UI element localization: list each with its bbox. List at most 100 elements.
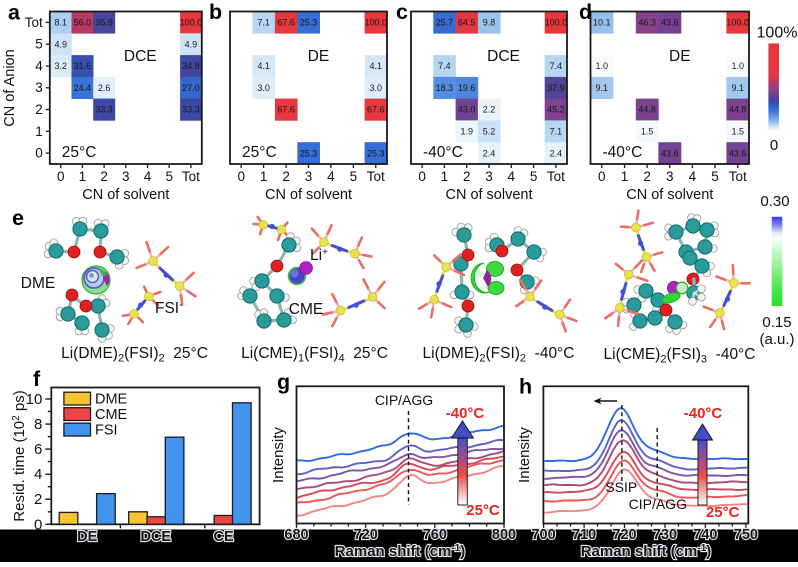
svg-text:4: 4 <box>327 169 335 184</box>
svg-text:5: 5 <box>165 169 173 184</box>
svg-text:19.6: 19.6 <box>458 83 476 93</box>
svg-text:DME: DME <box>95 392 128 408</box>
svg-text:4.1: 4.1 <box>370 61 383 71</box>
svg-text:2: 2 <box>643 169 651 184</box>
svg-text:-40°C: -40°C <box>603 144 643 161</box>
svg-text:2: 2 <box>35 102 43 117</box>
svg-text:3.0: 3.0 <box>257 83 270 93</box>
svg-text:DE: DE <box>669 48 691 65</box>
svg-text:b: b <box>209 0 222 24</box>
svg-text:1.5: 1.5 <box>641 127 654 137</box>
svg-text:Li(CME)2(FSI)3 -40°C: Li(CME)2(FSI)3 -40°C <box>604 346 756 366</box>
svg-text:34.8: 34.8 <box>182 61 200 71</box>
svg-text:h: h <box>519 375 532 399</box>
svg-text:Tot: Tot <box>25 15 43 30</box>
svg-text:8: 8 <box>34 416 42 433</box>
svg-text:3: 3 <box>485 169 493 184</box>
svg-text:e: e <box>12 206 24 230</box>
svg-text:5: 5 <box>35 37 43 52</box>
svg-text:10: 10 <box>26 391 43 408</box>
svg-text:Li(CME)1(FSI)4 25°C: Li(CME)1(FSI)4 25°C <box>241 345 388 365</box>
svg-text:CME: CME <box>289 301 323 318</box>
svg-text:2: 2 <box>100 169 108 184</box>
svg-text:4.1: 4.1 <box>257 61 270 71</box>
svg-text:Tot: Tot <box>729 169 747 184</box>
svg-text:680: 680 <box>284 527 308 543</box>
svg-text:1: 1 <box>260 169 268 184</box>
svg-text:4: 4 <box>34 466 42 483</box>
svg-text:18.3: 18.3 <box>436 83 454 93</box>
svg-text:7.4: 7.4 <box>550 61 563 71</box>
svg-text:740: 740 <box>693 527 717 543</box>
svg-text:8.1: 8.1 <box>54 18 67 28</box>
svg-text:Tot: Tot <box>367 169 385 184</box>
svg-text:CME: CME <box>95 407 128 423</box>
svg-text:10.1: 10.1 <box>593 18 611 28</box>
svg-text:35.9: 35.9 <box>95 18 113 28</box>
svg-text:56.0: 56.0 <box>74 18 92 28</box>
svg-text:CIP/AGG: CIP/AGG <box>629 496 687 512</box>
svg-text:f: f <box>33 367 41 391</box>
svg-text:Intensity: Intensity <box>516 427 533 483</box>
svg-text:710: 710 <box>572 527 596 543</box>
svg-text:25°C: 25°C <box>62 144 97 161</box>
svg-text:1.5: 1.5 <box>731 127 744 137</box>
svg-text:CN of solvent: CN of solvent <box>82 187 169 203</box>
svg-text:0: 0 <box>35 146 43 161</box>
svg-text:3.2: 3.2 <box>54 61 67 71</box>
svg-text:2: 2 <box>463 169 471 184</box>
svg-text:5: 5 <box>350 169 358 184</box>
svg-text:27.0: 27.0 <box>182 83 200 93</box>
svg-text:CIP/AGG: CIP/AGG <box>375 392 433 408</box>
svg-text:CN of Anion: CN of Anion <box>2 49 18 126</box>
svg-text:100.0: 100.0 <box>365 18 388 28</box>
svg-text:720: 720 <box>354 527 378 543</box>
svg-text:0.30: 0.30 <box>760 193 789 210</box>
svg-text:-40°C: -40°C <box>423 144 463 161</box>
svg-text:1.9: 1.9 <box>460 127 473 137</box>
svg-text:3: 3 <box>666 169 674 184</box>
svg-text:700: 700 <box>531 527 555 543</box>
svg-text:c: c <box>396 0 408 24</box>
svg-text:Li(DME)2(FSI)2 -40°C: Li(DME)2(FSI)2 -40°C <box>423 345 575 365</box>
svg-text:46.3: 46.3 <box>638 18 656 28</box>
svg-text:5.2: 5.2 <box>483 127 496 137</box>
svg-text:FSI-: FSI- <box>155 300 182 317</box>
svg-text:4: 4 <box>35 59 43 74</box>
svg-text:1: 1 <box>441 169 449 184</box>
svg-text:1: 1 <box>621 169 629 184</box>
svg-text:CN of solvent: CN of solvent <box>626 187 713 203</box>
svg-text:0: 0 <box>34 516 42 533</box>
svg-text:0: 0 <box>57 169 65 184</box>
svg-text:4: 4 <box>144 169 152 184</box>
svg-text:730: 730 <box>653 527 677 543</box>
svg-text:64.5: 64.5 <box>458 18 476 28</box>
svg-text:43.6: 43.6 <box>661 148 679 158</box>
svg-text:Raman shift (cm-1): Raman shift (cm-1) <box>581 543 712 560</box>
svg-text:25.3: 25.3 <box>300 18 318 28</box>
svg-text:9.1: 9.1 <box>731 83 744 93</box>
svg-text:33.3: 33.3 <box>182 105 200 115</box>
svg-text:1.0: 1.0 <box>596 61 609 71</box>
svg-text:9.8: 9.8 <box>483 18 496 28</box>
svg-text:Tot: Tot <box>182 169 200 184</box>
svg-text:0: 0 <box>237 169 245 184</box>
svg-text:45.2: 45.2 <box>547 105 565 115</box>
svg-text:(a.u.): (a.u.) <box>759 331 794 348</box>
svg-text:0: 0 <box>770 137 778 154</box>
svg-text:6: 6 <box>34 441 42 458</box>
svg-text:Tot: Tot <box>547 169 565 184</box>
svg-text:2.6: 2.6 <box>98 83 111 93</box>
svg-text:FSI: FSI <box>95 423 118 439</box>
svg-text:5: 5 <box>711 169 719 184</box>
svg-text:9.1: 9.1 <box>596 83 609 93</box>
svg-text:43.6: 43.6 <box>729 148 747 158</box>
svg-text:1: 1 <box>79 169 87 184</box>
svg-text:2.4: 2.4 <box>550 148 563 158</box>
svg-text:33.3: 33.3 <box>95 105 113 115</box>
svg-text:67.6: 67.6 <box>277 18 295 28</box>
svg-text:750: 750 <box>734 527 758 543</box>
svg-text:760: 760 <box>423 527 447 543</box>
svg-text:DCE: DCE <box>124 48 157 65</box>
svg-text:2.2: 2.2 <box>483 105 496 115</box>
